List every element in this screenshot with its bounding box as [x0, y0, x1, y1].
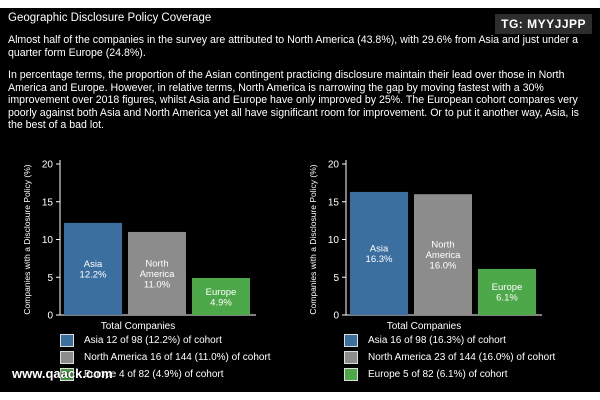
- legend-item-north-america: North America 23 of 144 (16.0%) of cohor…: [344, 350, 600, 364]
- legend-item-asia: Asia 12 of 98 (12.2%) of cohort: [60, 333, 320, 347]
- bar-europe: [478, 268, 536, 315]
- legend-label: North America 16 of 144 (11.0%) of cohor…: [84, 351, 271, 363]
- bar-category-label: Asia: [370, 244, 389, 255]
- bar-category-label: Europe: [492, 282, 523, 293]
- bar-value-label: 11.0%: [144, 279, 171, 290]
- legend-swatch: [344, 333, 358, 347]
- legend-label: Asia 12 of 98 (12.2%) of cohort: [84, 334, 222, 346]
- bar-category-label: North: [431, 240, 454, 251]
- bar-north-america: [414, 194, 472, 315]
- page-title: Geographic Disclosure Policy Coverage: [8, 12, 212, 24]
- y-tick-label: 5: [333, 273, 339, 284]
- watermark-text: www.qaack.com: [12, 366, 113, 381]
- y-tick-label: 10: [328, 235, 340, 246]
- legend-swatch: [344, 350, 358, 364]
- legend-item-north-america: North America 16 of 144 (11.0%) of cohor…: [60, 350, 320, 364]
- y-tick-label: 20: [328, 160, 340, 171]
- report-panel: Geographic Disclosure Policy Coverage TG…: [0, 8, 600, 392]
- legend-item-europe: Europe 4 of 82 (4.9%) of cohort: [60, 367, 320, 381]
- legend-item-europe: Europe 5 of 82 (6.1%) of cohort: [344, 367, 600, 381]
- bar-value-label: 16.0%: [430, 261, 457, 272]
- bar-asia: [350, 191, 408, 315]
- bar-value-label: 6.1%: [496, 293, 518, 304]
- bar-category-label: America: [426, 250, 462, 261]
- x-axis-title: Total Companies: [101, 321, 175, 332]
- bar-value-label: 4.9%: [210, 297, 232, 308]
- y-tick-label: 0: [333, 311, 339, 322]
- legend-swatch: [344, 367, 358, 381]
- analysis-paragraph: In percentage terms, the proportion of t…: [8, 69, 579, 132]
- bar-category-label: North: [145, 258, 168, 269]
- tag-badge: TG: MYYJJPP: [495, 14, 592, 34]
- y-tick-label: 5: [47, 273, 53, 284]
- x-axis-title: Total Companies: [387, 321, 461, 332]
- legend-swatch: [60, 350, 74, 364]
- bar-asia: [64, 222, 122, 315]
- legend-label: Europe 5 of 82 (6.1%) of cohort: [368, 368, 508, 380]
- legend-label: North America 23 of 144 (16.0%) of cohor…: [368, 351, 556, 363]
- summary-paragraph: Almost half of the companies in the surv…: [8, 34, 578, 59]
- legend-label: Asia 16 of 98 (16.3%) of cohort: [368, 334, 506, 346]
- y-tick-label: 15: [328, 197, 340, 208]
- y-tick-label: 0: [47, 311, 53, 322]
- bar-category-label: Asia: [84, 259, 103, 270]
- bar-north-america: [128, 231, 186, 315]
- legend-swatch: [60, 367, 74, 381]
- bar-category-label: Europe: [206, 287, 237, 298]
- legend-item-asia: Asia 16 of 98 (16.3%) of cohort: [344, 333, 600, 347]
- bar-europe: [192, 278, 250, 315]
- y-tick-label: 20: [42, 160, 54, 171]
- y-axis-title: Companies with a Disclosure Policy (%): [22, 164, 32, 314]
- legend-label: Europe 4 of 82 (4.9%) of cohort: [84, 368, 224, 380]
- disclosure-chart-left: Companies with a Disclosure Policy (%) 0 5…: [22, 160, 256, 332]
- bar-value-label: 16.3%: [366, 254, 393, 265]
- disclosure-chart-right: Companies with a Disclosure Policy (%) 0 5…: [308, 160, 542, 332]
- y-tick-label: 15: [42, 197, 54, 208]
- y-tick-label: 10: [42, 235, 54, 246]
- bar-category-label: America: [140, 269, 176, 280]
- y-axis-title: Companies with a Disclosure Policy (%): [308, 164, 318, 314]
- bar-value-label: 12.2%: [80, 270, 107, 281]
- legend-swatch: [60, 333, 74, 347]
